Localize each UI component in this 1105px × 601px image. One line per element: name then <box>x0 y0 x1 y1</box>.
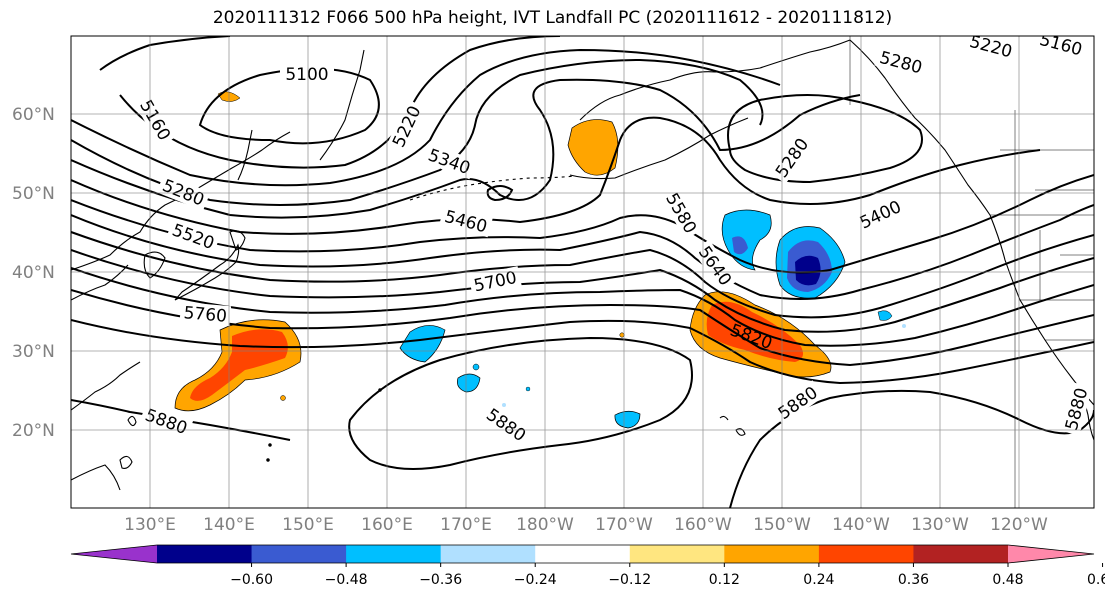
lon-label: 150°W <box>753 515 811 535</box>
lat-label: 30°N <box>12 342 55 362</box>
map-title: 2020111312 F066 500 hPa height, IVT Land… <box>212 8 893 28</box>
colorbar-outline <box>70 544 1095 564</box>
longitude-labels: 130°E 140°E 150°E 160°E 170°E 180°W 170°… <box>124 515 1048 535</box>
colorbar-segment <box>724 545 820 563</box>
lat-label: 40°N <box>12 263 55 283</box>
map-frame <box>70 35 1095 509</box>
lon-label: 140°E <box>203 515 255 535</box>
lon-label: 120°W <box>990 515 1048 535</box>
lon-label: 140°W <box>832 515 890 535</box>
ivt-negative-patches <box>399 209 906 429</box>
colorbar-segment <box>440 545 536 563</box>
colorbar-segment <box>629 545 725 563</box>
colorbar-extend-low <box>71 545 157 563</box>
colorbar-tick-label: −0.48 <box>325 572 368 588</box>
ivt-patch-negative-west <box>399 325 446 363</box>
lat-label: 20°N <box>12 421 55 441</box>
height-contours <box>71 36 1094 508</box>
colorbar-tick-label: −0.36 <box>419 572 462 588</box>
contour-label: 5100 <box>285 65 328 85</box>
ivt-patch-negative-mid <box>721 209 772 271</box>
lon-label: 170°E <box>440 515 492 535</box>
colorbar-segment <box>818 545 914 563</box>
lat-label: 50°N <box>12 184 55 204</box>
ivt-patch-aleutian <box>567 119 619 176</box>
colorbar-extend-high <box>1008 545 1094 563</box>
lon-label: 130°E <box>124 515 176 535</box>
colorbar-tick-label: −0.24 <box>514 572 557 588</box>
colorbar-tick-label: 0.48 <box>992 572 1023 588</box>
lat-label: 60°N <box>12 105 55 125</box>
colorbar-tick-label: −0.12 <box>608 572 651 588</box>
lon-label: 180°W <box>516 515 574 535</box>
colorbar-segment <box>913 545 1009 563</box>
lon-label: 130°W <box>911 515 969 535</box>
colorbar-segment <box>535 545 631 563</box>
colorbar-tick-label: 0.24 <box>803 572 834 588</box>
lon-label: 160°W <box>674 515 732 535</box>
colorbar-tick-label: 0.36 <box>898 572 929 588</box>
colorbar-tick-label: 0.60 <box>1087 572 1105 588</box>
contour-label: 5760 <box>183 303 228 327</box>
colorbar-tick-label: −0.60 <box>230 572 273 588</box>
lon-label: 170°W <box>595 515 653 535</box>
colorbar-tick-label: 0.12 <box>709 572 740 588</box>
latitude-labels: 60°N 50°N 40°N 30°N 20°N <box>12 105 55 441</box>
gridlines <box>71 36 1094 508</box>
colorbar-segment <box>251 545 347 563</box>
colorbar: −0.60 −0.48 −0.36 −0.24 −0.12 0.12 0.24 0.36 0.4… <box>70 544 1105 588</box>
lon-label: 150°E <box>282 515 334 535</box>
colorbar-segment <box>157 545 253 563</box>
colorbar-segment <box>346 545 442 563</box>
lon-label: 160°E <box>361 515 413 535</box>
